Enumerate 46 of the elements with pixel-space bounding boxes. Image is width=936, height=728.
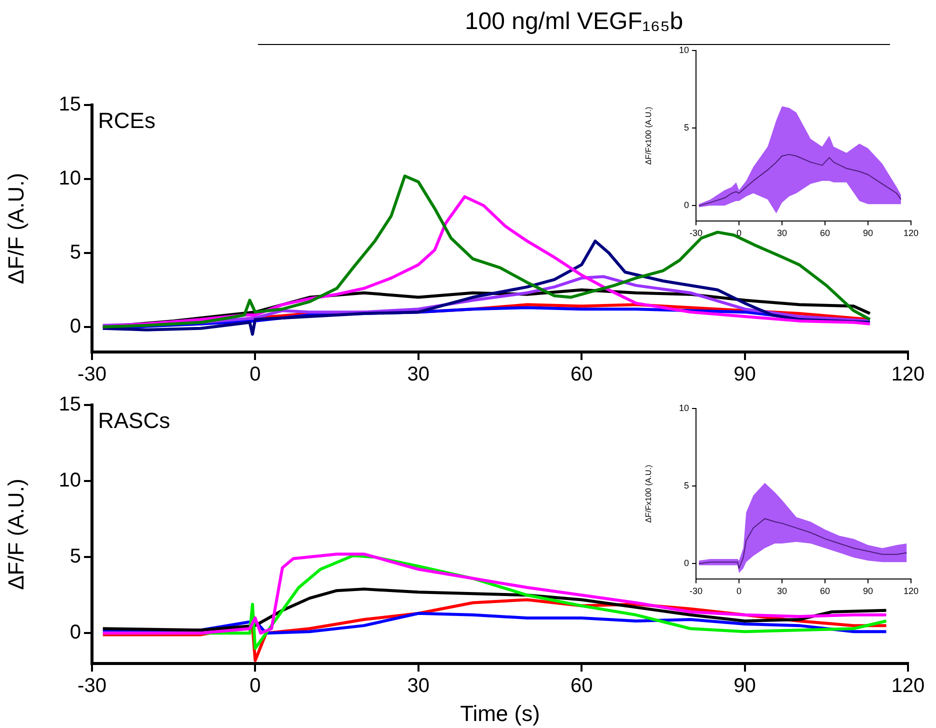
y-tick-label: 10 [678, 44, 689, 55]
x-tick-label: -30 [689, 228, 703, 238]
y-axis-title: ΔF/Fx100 (A.U.) [644, 106, 654, 165]
x-tick-label: -30 [689, 586, 703, 596]
x-tick-label: 0 [250, 675, 261, 698]
x-tick-label: -30 [78, 364, 106, 386]
y-tick-label: 15 [58, 94, 81, 116]
x-tick-label: 120 [903, 586, 919, 596]
x-tick-label: 30 [776, 586, 788, 596]
y-tick-label: 0 [684, 200, 689, 210]
x-tick-label: 30 [776, 228, 788, 238]
x-tick-label: 90 [862, 228, 874, 238]
annotation: RASCs [98, 408, 170, 434]
y-axis-title: ΔF/Fx100 (A.U.) [644, 464, 654, 523]
x-tick-label: 90 [734, 364, 756, 386]
x-tick-label: 90 [734, 675, 756, 698]
x-tick-label: 0 [250, 364, 261, 386]
y-tick-label: 15 [58, 394, 81, 416]
x-tick-label: 60 [570, 675, 593, 698]
x-tick-label: 30 [407, 364, 430, 386]
y-tick-label: 5 [70, 241, 81, 264]
y-tick-label: 0 [70, 315, 81, 338]
x-axis-title: Time (s) [460, 700, 540, 726]
y-axis-title: ΔF/F (A.U.) [3, 478, 28, 590]
x-tick-label: 120 [891, 675, 925, 698]
y-tick-label: 10 [678, 402, 689, 413]
x-tick-label: -30 [78, 675, 106, 698]
chart-title: 100 ng/ml VEGF₁₆₅b [464, 8, 684, 36]
x-tick-label: 0 [736, 586, 742, 596]
x-tick-label: 60 [820, 586, 830, 596]
annotation: RCEs [98, 108, 156, 134]
x-tick-label: 60 [570, 364, 593, 386]
x-tick-label: 60 [820, 228, 830, 238]
x-tick-label: 120 [903, 228, 919, 238]
x-tick-label: 0 [736, 228, 742, 238]
y-tick-label: 0 [684, 558, 689, 568]
y-axis-title: ΔF/F (A.U.) [3, 172, 28, 284]
y-tick-label: 5 [684, 480, 689, 491]
x-tick-label: 30 [407, 675, 430, 698]
y-tick-label: 0 [70, 622, 81, 644]
x-tick-label: 120 [891, 364, 925, 386]
y-tick-label: 5 [684, 122, 689, 133]
y-tick-label: 10 [58, 167, 81, 190]
y-tick-label: 5 [70, 546, 81, 568]
y-tick-label: 10 [58, 470, 81, 492]
x-tick-label: 90 [862, 586, 874, 596]
